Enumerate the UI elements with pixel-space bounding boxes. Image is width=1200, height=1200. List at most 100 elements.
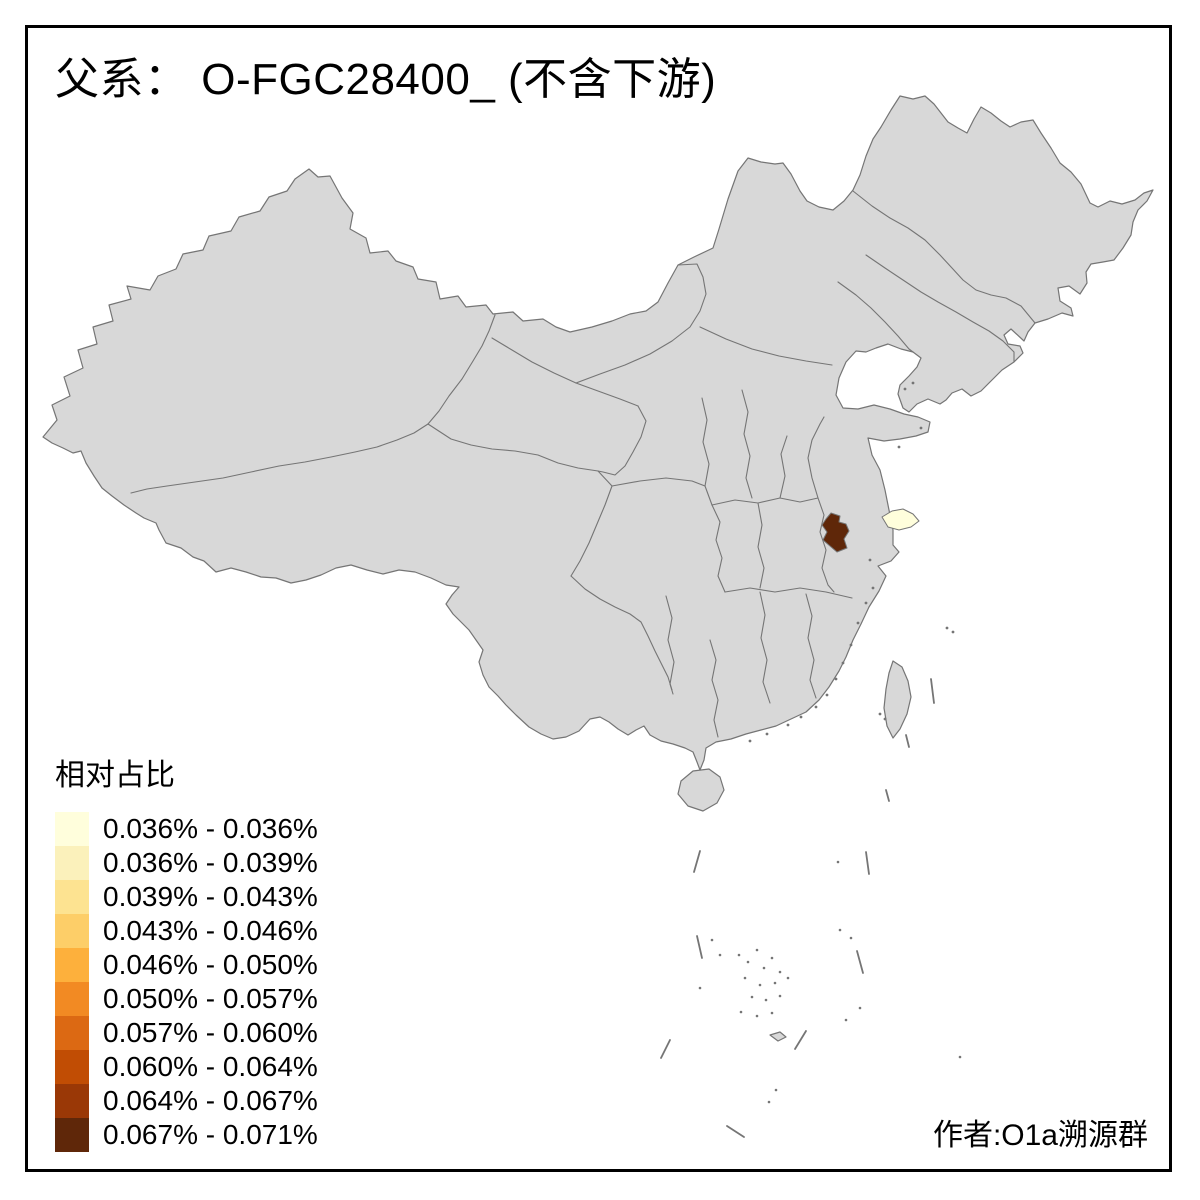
islet-dot [765, 732, 769, 736]
islet-dot [778, 994, 782, 998]
islet-dot [878, 712, 882, 716]
south-china-sea-islet [769, 1031, 787, 1042]
islet-dot [758, 983, 762, 987]
islet-dot [858, 1006, 862, 1010]
south-china-sea-islet-dots [698, 860, 962, 1104]
islet-dot [911, 381, 915, 385]
islet-dot [764, 998, 768, 1002]
islet-dot [774, 1088, 778, 1092]
islet-dot [746, 960, 750, 964]
coastal-islet-dots [748, 381, 955, 743]
islet-dot [743, 976, 747, 980]
legend-swatch [55, 1016, 89, 1050]
highlight-region-dark [821, 512, 850, 553]
legend-swatch [55, 982, 89, 1016]
islet-dot [773, 981, 777, 985]
islet-dot [841, 661, 845, 665]
legend-row: 0.036% - 0.036% [55, 812, 318, 846]
legend-row: 0.039% - 0.043% [55, 880, 318, 914]
sea-boundary-dash [726, 1125, 745, 1138]
legend-swatch [55, 1118, 89, 1152]
sea-boundary-dash [696, 935, 703, 959]
islet-dot [718, 953, 722, 957]
islet-dot [762, 966, 766, 970]
islet-dot [786, 976, 790, 980]
islet-dot [844, 1018, 848, 1022]
islet-dot [945, 626, 949, 630]
islet-dot [748, 739, 752, 743]
islet-dot [951, 630, 955, 634]
islet-dot [919, 426, 923, 430]
taiwan-island [883, 660, 912, 739]
legend-label: 0.043% - 0.046% [103, 915, 318, 946]
legend-row: 0.043% - 0.046% [55, 914, 318, 948]
legend-label: 0.046% - 0.050% [103, 949, 318, 980]
hainan-island [677, 768, 725, 812]
south-china-sea-dash-lines [660, 678, 935, 1138]
islet-dot [739, 1010, 743, 1014]
islet-dot [737, 953, 741, 957]
sea-boundary-dash [930, 678, 935, 704]
legend-label: 0.050% - 0.057% [103, 983, 318, 1014]
islet-dot [836, 860, 840, 864]
islet-dot [767, 1100, 771, 1104]
mainland-shape [42, 95, 1154, 771]
legend-row: 0.057% - 0.060% [55, 1016, 318, 1050]
legend-swatch [55, 948, 89, 982]
islet-dot [903, 387, 907, 391]
islet-dot [786, 723, 790, 727]
legend-rows: 0.036% - 0.036% 0.036% - 0.039% 0.039% - 0… [55, 812, 318, 1152]
legend-swatch [55, 1084, 89, 1118]
islet-dot [856, 621, 860, 625]
islet-dot [849, 643, 853, 647]
legend-label: 0.067% - 0.071% [103, 1119, 318, 1150]
islet-dot [834, 677, 838, 681]
islet-dot [958, 1055, 962, 1059]
legend-label: 0.057% - 0.060% [103, 1017, 318, 1048]
islet-dot [770, 1011, 774, 1015]
legend-row: 0.036% - 0.039% [55, 846, 318, 880]
islet-dot [897, 445, 901, 449]
legend-row: 0.067% - 0.071% [55, 1118, 318, 1152]
legend-label: 0.036% - 0.036% [103, 813, 318, 844]
islet-dot [750, 995, 754, 999]
sea-boundary-dash [885, 789, 890, 802]
sea-boundary-dash [660, 1039, 671, 1059]
legend-row: 0.060% - 0.064% [55, 1050, 318, 1084]
legend-title: 相对占比 [55, 759, 175, 792]
legend-label: 0.060% - 0.064% [103, 1051, 318, 1082]
islet-dot [710, 938, 714, 942]
sea-boundary-dash [693, 850, 701, 873]
islet-dot [871, 586, 875, 590]
islet-dot [770, 956, 774, 960]
islet-dot [849, 936, 853, 940]
legend-swatch [55, 1050, 89, 1084]
legend-label: 0.039% - 0.043% [103, 881, 318, 912]
islet-dot [864, 601, 868, 605]
islet-dot [778, 970, 782, 974]
islet-dot [814, 705, 818, 709]
legend-swatch [55, 812, 89, 846]
islet-dot [838, 928, 842, 932]
map-title: 父系： O-FGC28400_ (不含下游) [55, 55, 717, 104]
islet-dot [755, 1014, 759, 1018]
sea-boundary-dash [865, 851, 870, 875]
legend-swatch [55, 880, 89, 914]
legend-row: 0.064% - 0.067% [55, 1084, 318, 1118]
legend-row: 0.046% - 0.050% [55, 948, 318, 982]
highlight-region-pale [881, 508, 920, 531]
sea-boundary-dash [794, 1030, 807, 1050]
sea-boundary-dash [905, 734, 910, 748]
legend-swatch [55, 914, 89, 948]
legend-label: 0.064% - 0.067% [103, 1085, 318, 1116]
province-borders [130, 190, 1036, 738]
islet-dot [883, 717, 887, 721]
legend-label: 0.036% - 0.039% [103, 847, 318, 878]
author-credit: 作者:O1a溯源群 [932, 1119, 1148, 1152]
legend-swatch [55, 846, 89, 880]
sea-boundary-dash [856, 950, 864, 974]
legend-row: 0.050% - 0.057% [55, 982, 318, 1016]
islet-dot [825, 693, 829, 697]
